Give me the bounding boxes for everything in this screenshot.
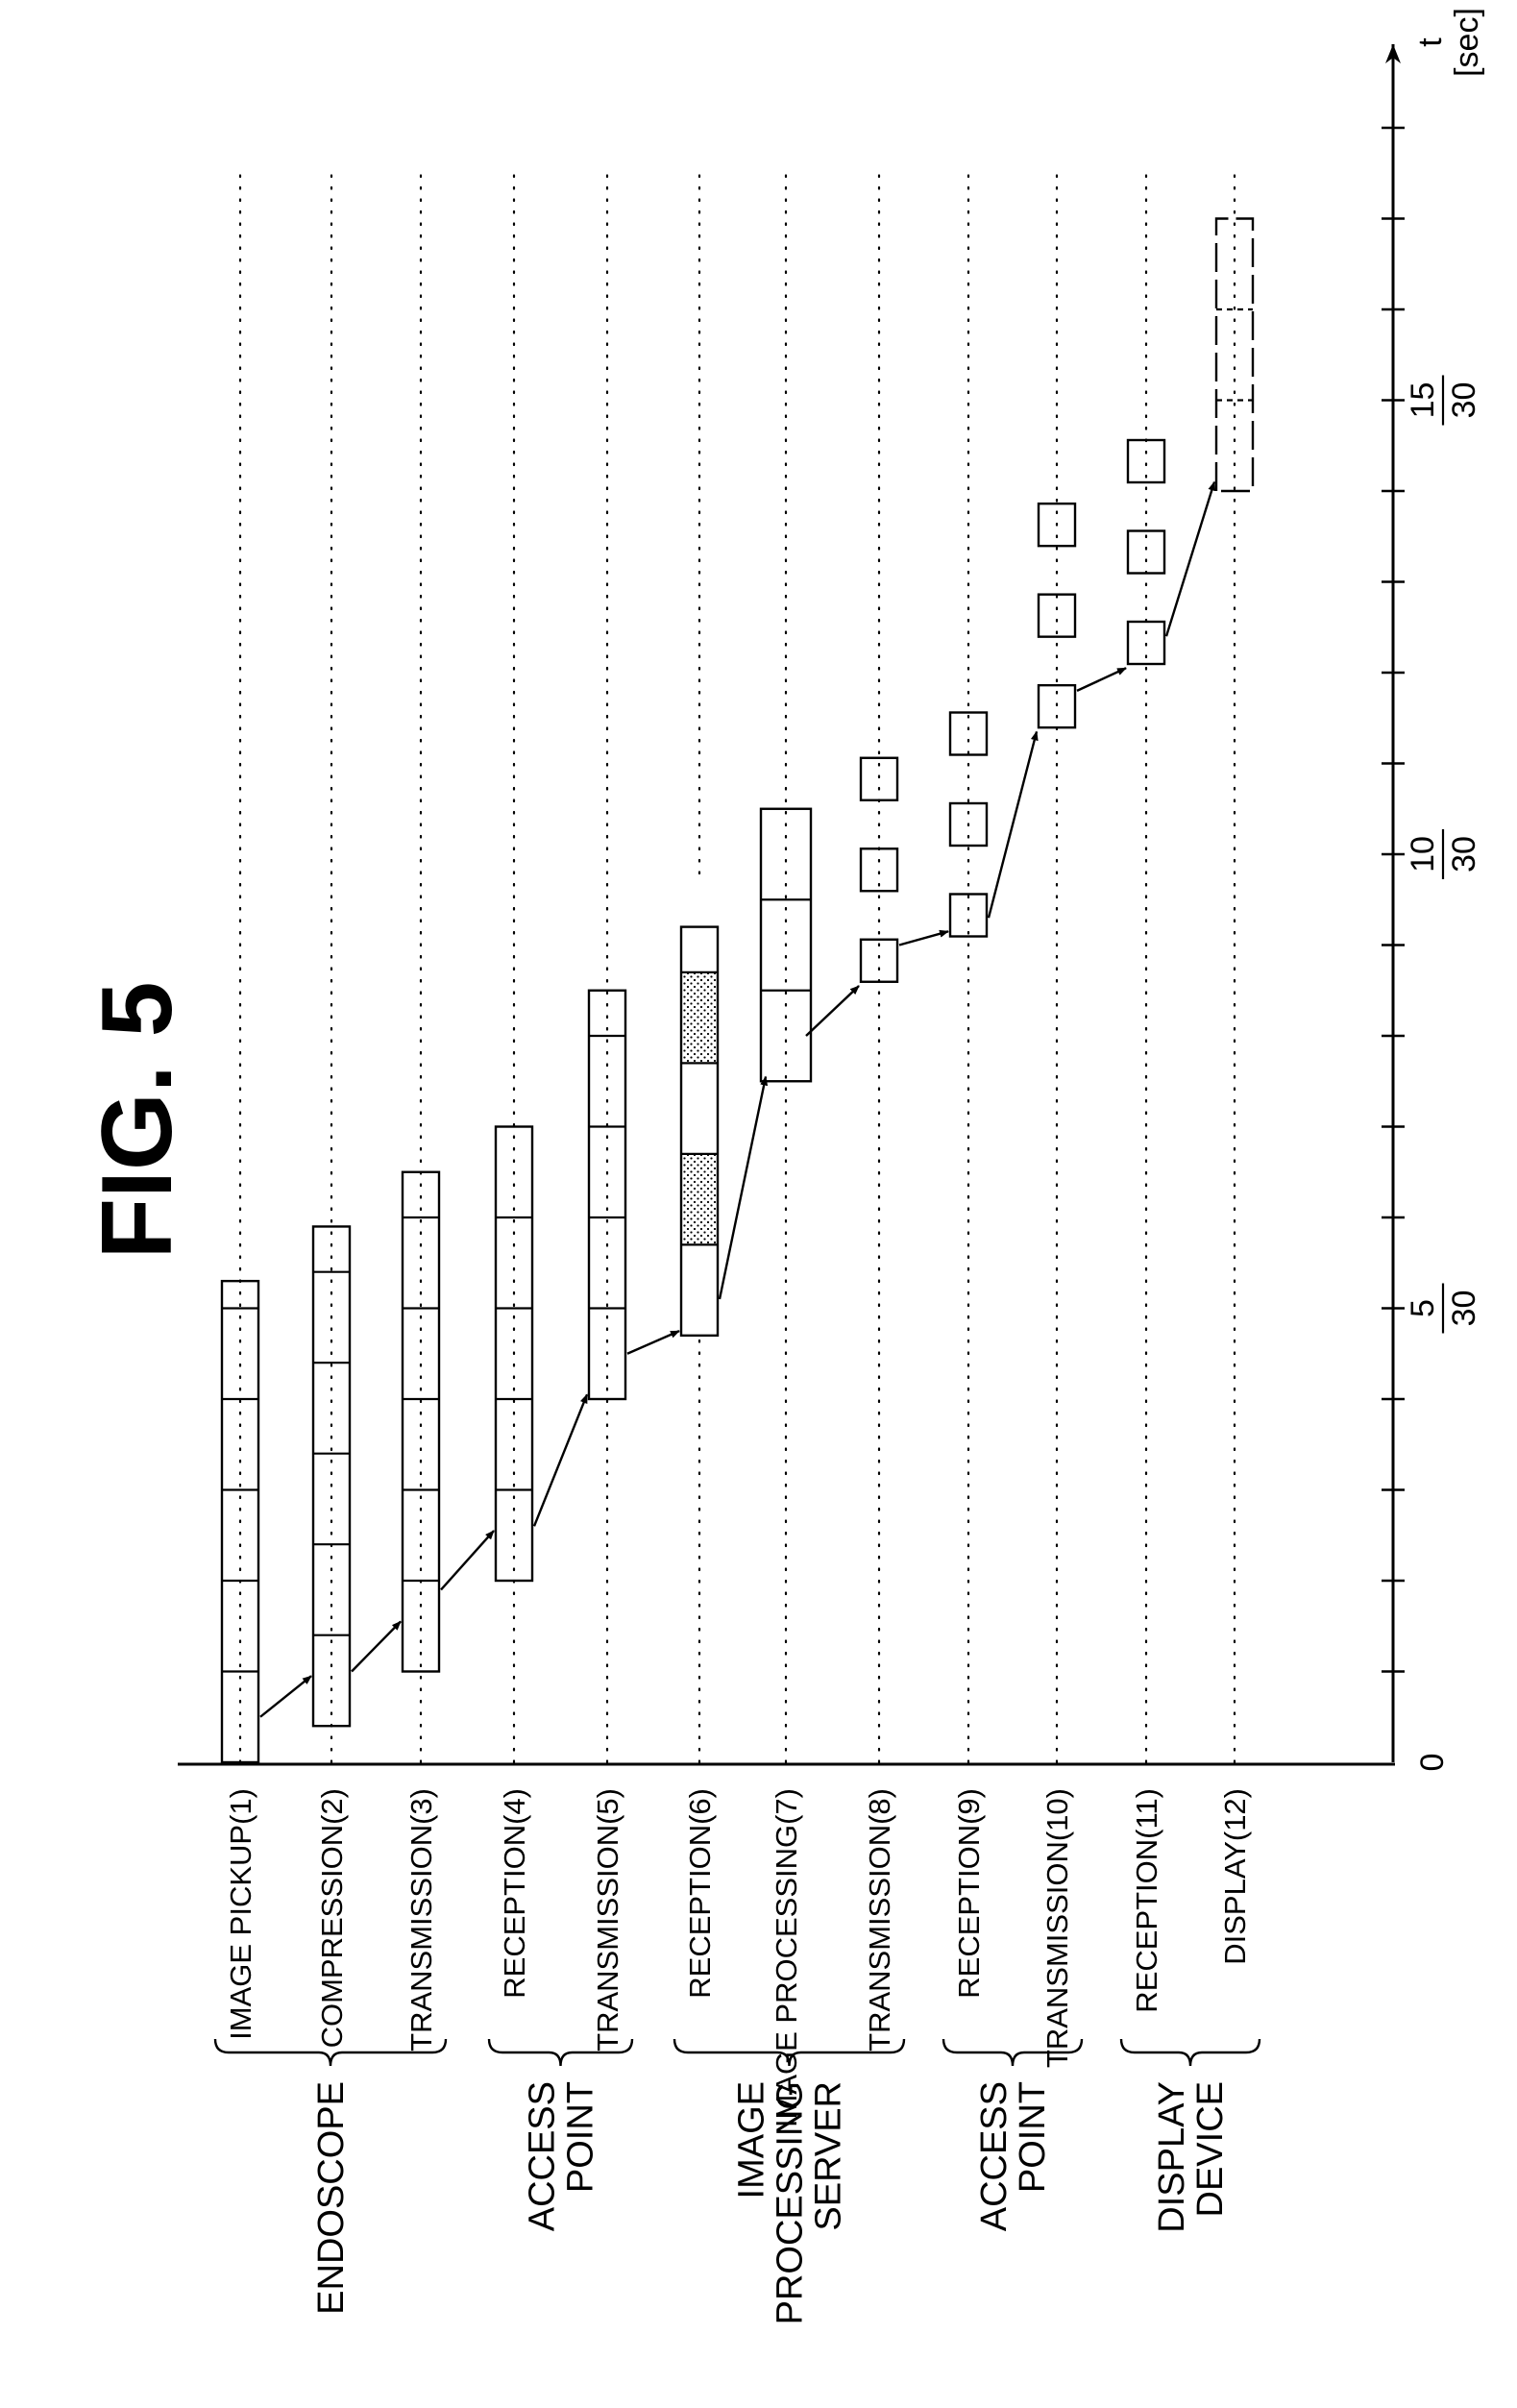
flow-arrow [626, 1330, 680, 1355]
display-block [1214, 217, 1255, 493]
frame-block [948, 801, 989, 848]
frame-block [1037, 593, 1077, 638]
row-label: TRANSMISSION(8) [863, 1788, 896, 2052]
frame-block [859, 938, 899, 983]
flow-arrow [1076, 667, 1127, 692]
group-brace [673, 2038, 906, 2067]
frame-block [311, 1225, 352, 1728]
row-label: TRANSMISSION(3) [404, 1788, 438, 2052]
group-label: POINT [561, 2081, 601, 2193]
axis-label: t [1412, 37, 1449, 47]
row-label: TRANSMISSION(10) [1040, 1788, 1074, 2068]
flow-arrow [898, 929, 949, 946]
tick-denominator: 30 [1446, 836, 1482, 872]
group-brace [942, 2038, 1084, 2067]
frame-block [859, 848, 899, 893]
frame-block [948, 711, 989, 756]
flow-arrow [351, 1620, 402, 1673]
group-label: DISPLAY [1152, 2081, 1192, 2233]
row-label: RECEPTION(9) [952, 1788, 986, 1999]
frame-block [679, 925, 720, 1338]
process-blocks [220, 217, 1255, 1764]
axis-unit: [sec] [1449, 8, 1485, 77]
group-brace [1119, 2038, 1261, 2067]
flow-arrow [1164, 480, 1216, 637]
group-brace [213, 2038, 448, 2067]
frame-block [1037, 683, 1077, 729]
processing-frame-clear [681, 1244, 718, 1336]
tick-label: 0 [1414, 1754, 1451, 1772]
row-gridlines [238, 167, 1236, 1764]
frame-block [1126, 620, 1166, 666]
group-label: SERVER [809, 2081, 849, 2231]
row-labels: IMAGE PICKUP(1) COMPRESSION(2) TRANSMISSIO… [224, 1788, 1252, 2127]
tick-denominator: 30 [1446, 382, 1482, 419]
group-label: ENDOSCOPE [311, 2081, 352, 2315]
flow-arrow [532, 1393, 589, 1527]
processing-frame-clear [681, 1063, 718, 1154]
frame-block [1126, 529, 1166, 575]
group-label: ACCESS [523, 2081, 563, 2231]
flow-arrow [987, 730, 1039, 919]
tick-denominator: 30 [1446, 1290, 1482, 1327]
image-processing-block [759, 807, 813, 1083]
group-label: IMAGE [732, 2081, 772, 2199]
frame-block [220, 1279, 260, 1764]
time-axis: t [sec] [178, 8, 1485, 1766]
flow-arrow [440, 1530, 495, 1591]
frame-block [494, 1125, 534, 1583]
tick-numerator: 10 [1405, 836, 1441, 872]
tick-numerator: 15 [1405, 382, 1441, 419]
frame-block [1126, 438, 1166, 484]
row-label: IMAGE PICKUP(1) [224, 1788, 257, 2040]
figure-title: FIG. 5 [82, 982, 193, 1260]
frame-block [1037, 502, 1077, 548]
flow-arrow [259, 1675, 312, 1718]
row-label: IMAGE PROCESSING(7) [770, 1788, 803, 2127]
row-label: TRANSMISSION(5) [591, 1788, 624, 2052]
group-label: DEVICE [1190, 2081, 1231, 2217]
group-label: PROCESSING [771, 2081, 811, 2324]
row-label: RECEPTION(4) [498, 1788, 531, 1999]
frame-block [401, 1170, 441, 1673]
flow-arrow [805, 985, 860, 1037]
group-brace [487, 2038, 634, 2067]
row-label: COMPRESSION(2) [315, 1788, 349, 2048]
row-label: DISPLAY(12) [1218, 1788, 1252, 1965]
frame-block [587, 989, 627, 1401]
group-label: ACCESS [974, 2081, 1015, 2231]
row-label: RECEPTION(11) [1130, 1788, 1163, 2013]
tick-numerator: 5 [1405, 1299, 1441, 1317]
row-label: RECEPTION(6) [683, 1788, 717, 1999]
group-label: POINT [1013, 2081, 1053, 2193]
frame-block [948, 893, 989, 938]
flow-arrows [259, 480, 1216, 1718]
flow-arrow [718, 1075, 769, 1300]
frame-block [859, 756, 899, 801]
